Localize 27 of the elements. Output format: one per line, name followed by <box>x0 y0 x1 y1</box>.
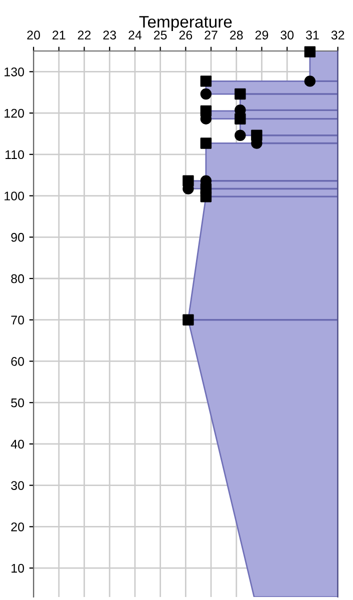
y-tick-label: 30 <box>11 481 24 490</box>
y-tick-label: 20 <box>11 522 24 532</box>
x-axis-title: Temperature <box>139 16 232 31</box>
x-tick-label: 23 <box>103 30 116 40</box>
x-tick-label: 29 <box>255 30 268 40</box>
x-tick-label: 26 <box>179 30 192 40</box>
x-tick-label: 32 <box>331 30 344 40</box>
x-tick-label: 27 <box>204 30 218 40</box>
y-tick-label: 70 <box>11 316 24 325</box>
y-tick-label: 110 <box>6 150 24 160</box>
y-tick-label: 90 <box>11 232 24 242</box>
y-tick-label: 120 <box>4 108 24 118</box>
x-tick-label: 28 <box>230 30 243 40</box>
y-tick-label: 40 <box>10 440 24 449</box>
y-tick-label: 50 <box>11 398 24 408</box>
x-tick-label: 22 <box>78 30 91 40</box>
y-tick-label: 130 <box>4 67 24 76</box>
x-tick-label: 31 <box>306 30 319 40</box>
y-tick-label: 80 <box>11 274 24 284</box>
x-tick-label: 25 <box>154 30 167 40</box>
x-tick-label: 24 <box>128 30 142 40</box>
x-tick-label: 21 <box>52 30 66 40</box>
x-tick-label: 30 <box>280 30 294 40</box>
y-tick-label: 100 <box>4 192 24 200</box>
y-tick-label: 10 <box>12 564 24 573</box>
x-tick-label: 20 <box>27 30 40 40</box>
y-tick-label: 60 <box>11 357 24 366</box>
